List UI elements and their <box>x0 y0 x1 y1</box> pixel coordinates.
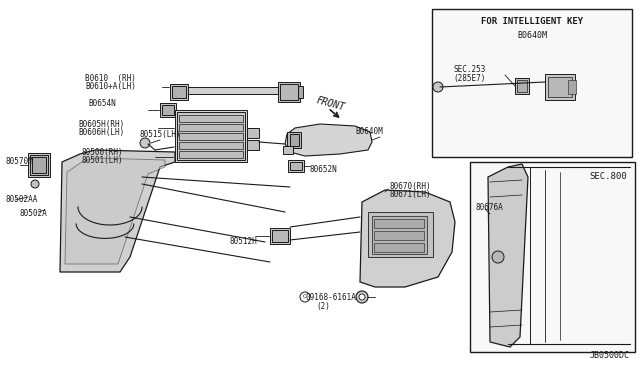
Polygon shape <box>285 124 372 156</box>
Text: SEC.253: SEC.253 <box>453 65 485 74</box>
Bar <box>179 151 243 158</box>
Bar <box>179 142 243 149</box>
Text: FRONT: FRONT <box>315 95 346 113</box>
Polygon shape <box>360 190 455 287</box>
Text: FOR INTELLIGENT KEY: FOR INTELLIGENT KEY <box>481 17 583 26</box>
Bar <box>188 87 278 94</box>
Circle shape <box>356 291 368 303</box>
Text: SEC.800: SEC.800 <box>589 172 627 181</box>
Bar <box>290 134 299 146</box>
Bar <box>374 231 424 240</box>
Bar <box>288 160 304 172</box>
Bar <box>162 105 174 115</box>
Circle shape <box>140 138 150 148</box>
Polygon shape <box>60 150 175 272</box>
Text: B0610+A(LH): B0610+A(LH) <box>85 83 136 92</box>
Bar <box>568 80 576 94</box>
Bar <box>270 228 290 244</box>
Bar <box>374 243 424 252</box>
Text: (2): (2) <box>316 302 330 311</box>
Bar <box>470 162 635 352</box>
Text: B0640M: B0640M <box>517 31 547 40</box>
Bar <box>160 103 176 117</box>
Bar <box>432 9 632 157</box>
Bar <box>179 115 243 122</box>
Text: 09168-6161A: 09168-6161A <box>306 292 357 301</box>
Bar <box>247 128 259 138</box>
Bar <box>247 140 259 150</box>
Circle shape <box>359 294 365 300</box>
Bar <box>179 124 243 131</box>
Text: 80512H: 80512H <box>230 237 258 247</box>
Circle shape <box>492 251 504 263</box>
Text: 80670(RH): 80670(RH) <box>390 183 431 192</box>
Text: (285E7): (285E7) <box>453 74 485 83</box>
Polygon shape <box>65 158 165 264</box>
Bar <box>272 230 288 242</box>
Text: 80502A: 80502A <box>20 209 48 218</box>
Bar <box>545 74 575 100</box>
Text: 80570M: 80570M <box>5 157 33 167</box>
Text: 80676A: 80676A <box>475 202 503 212</box>
Bar <box>280 84 298 100</box>
Polygon shape <box>488 164 528 347</box>
Bar <box>283 146 293 154</box>
Bar <box>372 216 427 254</box>
Text: 80502AA: 80502AA <box>5 196 37 205</box>
Bar <box>177 112 245 160</box>
Text: B0654N: B0654N <box>88 99 116 109</box>
Text: 80652N: 80652N <box>310 164 338 173</box>
Text: 80515(LH): 80515(LH) <box>140 129 182 138</box>
Text: B0640M: B0640M <box>355 128 383 137</box>
Bar <box>548 77 572 97</box>
Text: 80501(LH): 80501(LH) <box>82 155 124 164</box>
Bar <box>368 212 433 257</box>
Bar <box>32 157 46 173</box>
Bar <box>290 162 302 170</box>
Bar <box>517 80 527 92</box>
Bar <box>175 110 247 162</box>
Bar <box>298 86 303 98</box>
Bar <box>28 153 50 177</box>
Text: C: C <box>303 295 307 299</box>
Bar <box>374 219 424 228</box>
Text: B0606H(LH): B0606H(LH) <box>78 128 124 137</box>
Text: 80671(LH): 80671(LH) <box>390 190 431 199</box>
Circle shape <box>300 292 310 302</box>
Bar <box>170 84 188 100</box>
Text: JB0500DC: JB0500DC <box>590 351 630 360</box>
Bar <box>172 86 186 98</box>
Bar <box>278 82 300 102</box>
Text: B0605H(RH): B0605H(RH) <box>78 119 124 128</box>
Bar <box>515 78 529 94</box>
Circle shape <box>31 180 39 188</box>
Bar <box>30 155 48 175</box>
Bar <box>287 132 301 148</box>
Text: B0610  (RH): B0610 (RH) <box>85 74 136 83</box>
Text: 80500(RH): 80500(RH) <box>82 148 124 157</box>
Bar <box>179 133 243 140</box>
Circle shape <box>433 82 443 92</box>
